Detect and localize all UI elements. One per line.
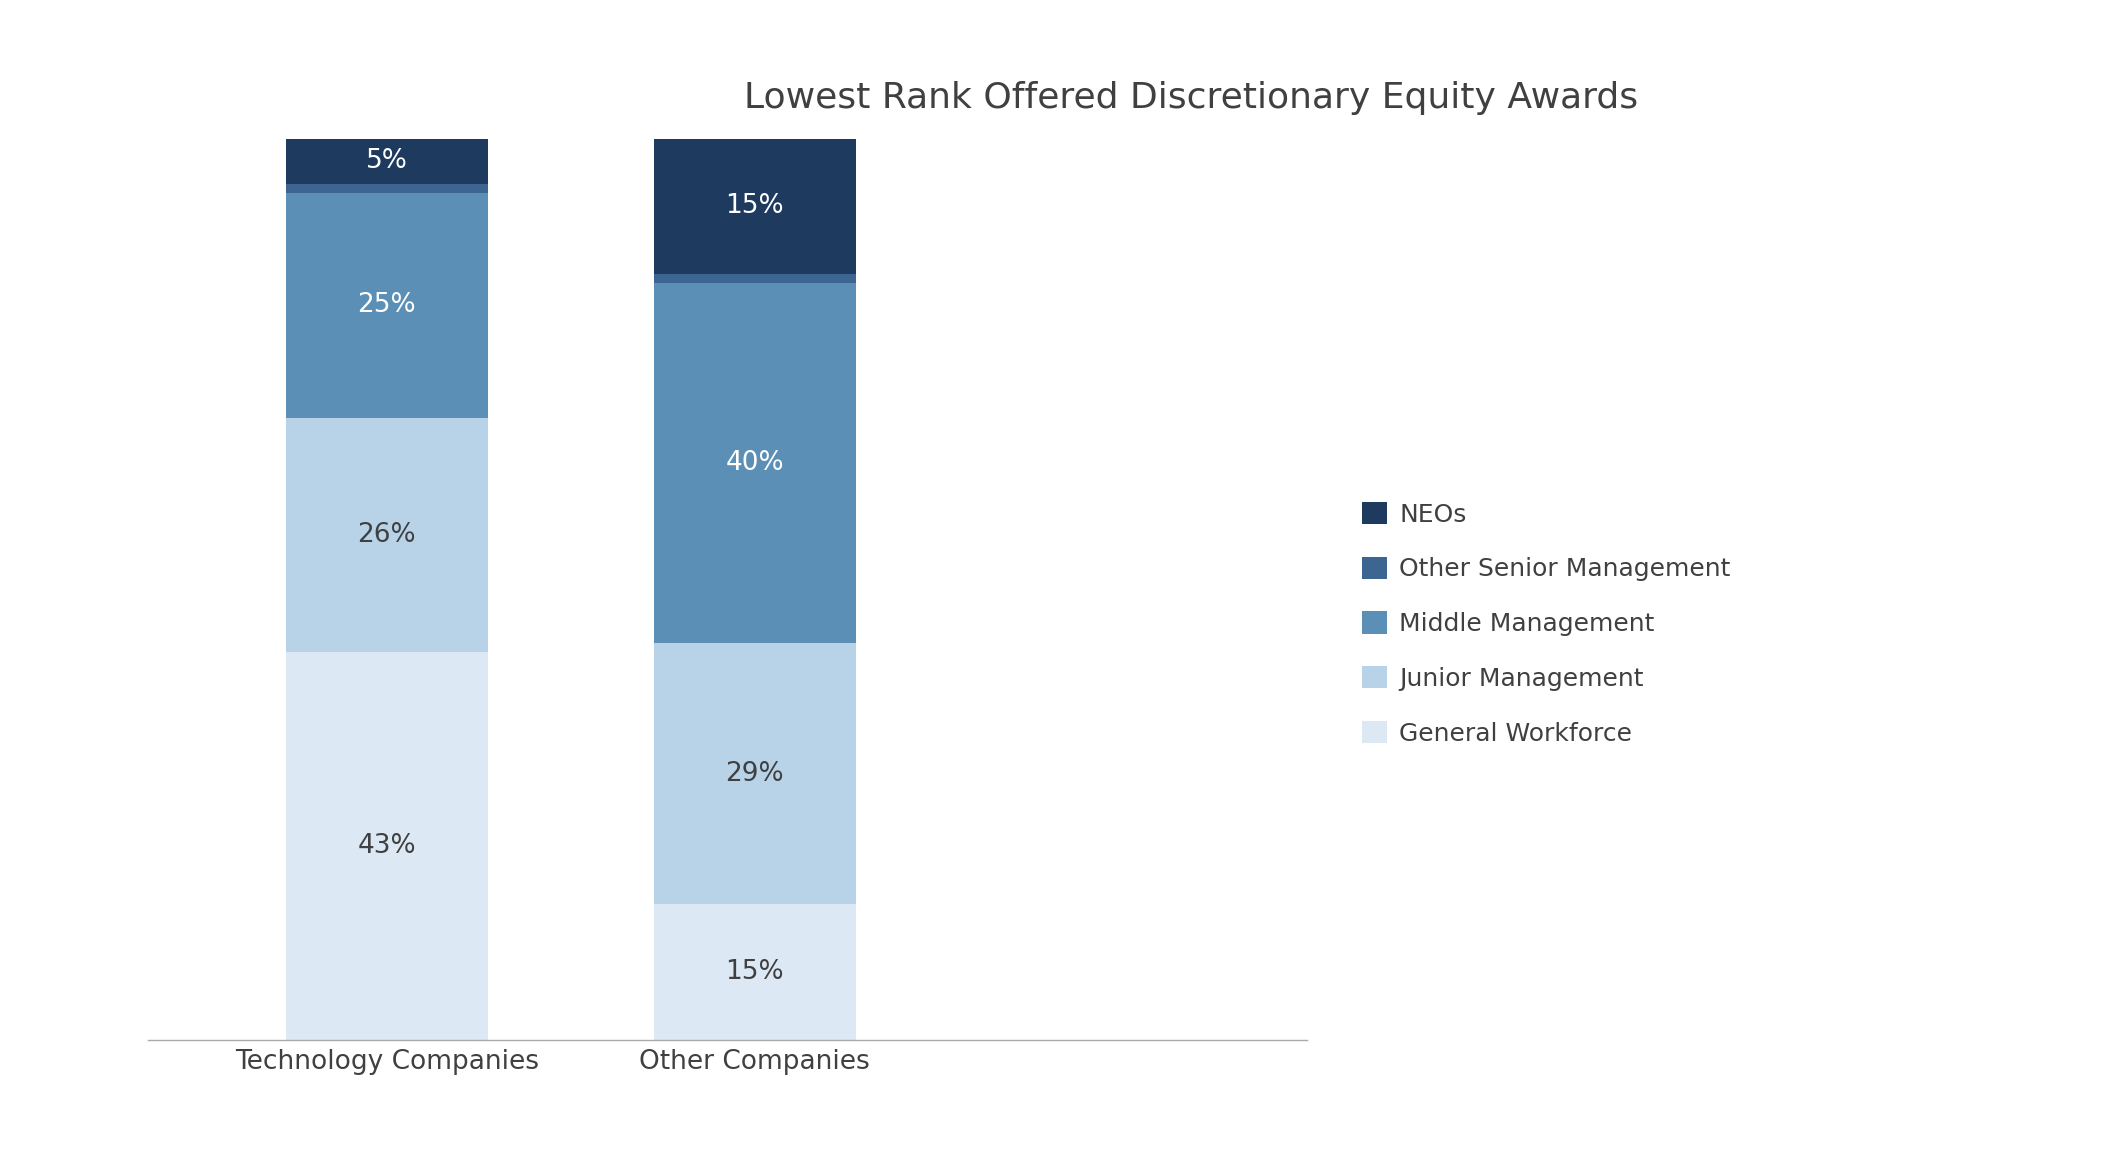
Bar [653,643,856,904]
Legend: NEOs, Other Senior Management, Middle Management, Junior Management, General Wor: NEOs, Other Senior Management, Middle Ma… [1362,501,1731,746]
Bar [285,193,489,418]
Bar [285,184,489,193]
Text: 5%: 5% [367,148,407,174]
Bar [653,283,856,643]
Bar [653,904,856,1040]
Bar [285,139,489,184]
Bar [653,274,856,283]
Bar [285,653,489,1040]
Bar [653,139,856,274]
Text: 15%: 15% [725,193,784,219]
Title: Lowest Rank Offered Discretionary Equity Awards: Lowest Rank Offered Discretionary Equity… [744,81,1638,116]
Text: 26%: 26% [358,522,415,547]
Text: 40%: 40% [725,450,784,476]
Text: 15%: 15% [725,959,784,985]
Text: 25%: 25% [358,292,415,319]
Bar [285,418,489,653]
Text: 43%: 43% [358,833,415,859]
Text: 29%: 29% [725,761,784,787]
